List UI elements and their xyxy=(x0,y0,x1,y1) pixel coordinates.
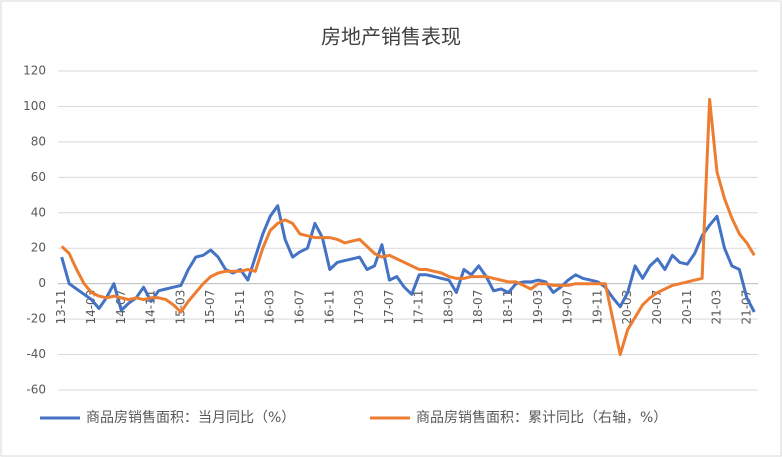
y-tick-label: 60 xyxy=(31,170,46,184)
x-tick-label: 15-11 xyxy=(233,290,247,325)
x-tick-label: 17-07 xyxy=(382,290,396,325)
y-tick-label: -40 xyxy=(26,347,46,361)
x-tick-label: 19-11 xyxy=(590,290,604,325)
x-tick-label: 19-07 xyxy=(561,290,575,325)
y-tick-label: 40 xyxy=(31,205,46,219)
x-tick-label: 18-07 xyxy=(471,290,485,325)
legend-label: 商品房销售面积：累计同比（右轴，%） xyxy=(416,410,667,426)
x-tick-label: 15-07 xyxy=(203,290,217,325)
y-tick-label: 100 xyxy=(23,99,46,113)
line-series xyxy=(60,204,756,313)
x-tick-label: 13-11 xyxy=(54,290,68,325)
y-tick-label: -60 xyxy=(26,383,46,397)
x-tick-label: 15-03 xyxy=(173,290,187,325)
y-tick-label: 0 xyxy=(38,276,46,290)
x-tick-label: 16-11 xyxy=(322,290,336,325)
x-tick-label: 17-11 xyxy=(412,290,426,325)
x-tick-label: 21-03 xyxy=(710,290,724,325)
chart-title: 房地产销售表现 xyxy=(321,25,461,49)
x-tick-label: 18-11 xyxy=(501,290,515,325)
line-series xyxy=(60,97,756,357)
x-tick-label: 16-07 xyxy=(293,290,307,325)
x-tick-label: 20-11 xyxy=(680,290,694,325)
x-tick-label: 19-03 xyxy=(531,290,545,325)
x-tick-label: 17-03 xyxy=(352,290,366,325)
legend-label: 商品房销售面积：当月同比（%） xyxy=(86,410,295,426)
y-tick-label: 80 xyxy=(31,134,46,148)
x-tick-label: 18-03 xyxy=(441,290,455,325)
y-tick-label: 120 xyxy=(23,64,46,78)
y-tick-label: 20 xyxy=(31,241,46,255)
y-tick-label: -20 xyxy=(26,312,46,326)
x-tick-label: 21-07 xyxy=(739,290,753,325)
x-tick-label: 16-03 xyxy=(263,290,277,325)
x-tick-label: 20-07 xyxy=(650,290,664,325)
